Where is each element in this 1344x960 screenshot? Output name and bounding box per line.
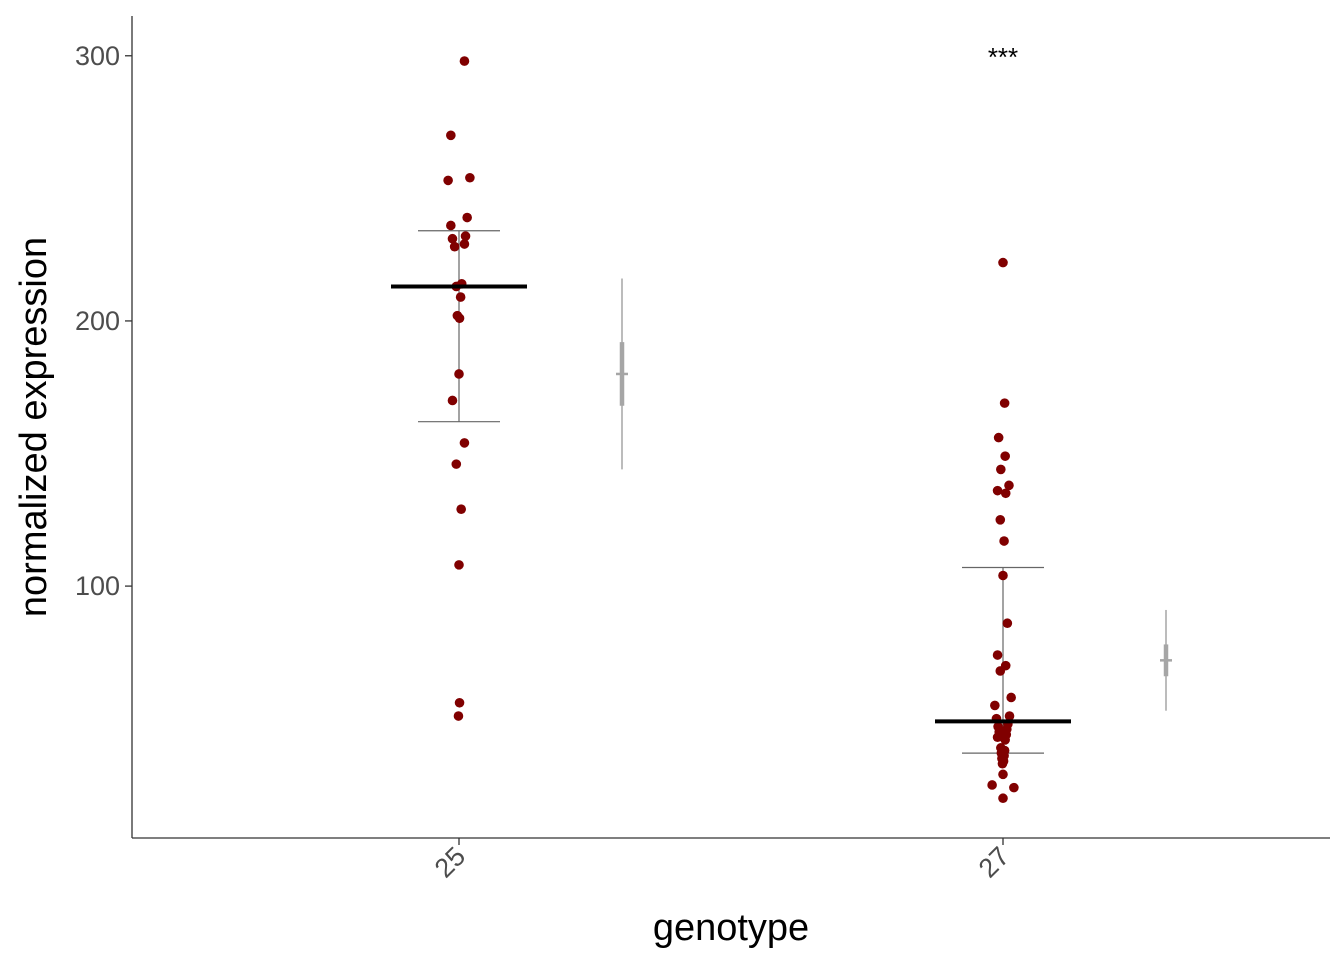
data-point — [993, 432, 1004, 443]
significance-label: *** — [988, 42, 1018, 72]
axes: 100 200 300 25 27 — [75, 16, 1330, 883]
data-point — [999, 398, 1010, 408]
data-point — [451, 459, 462, 469]
data-point — [1006, 692, 1016, 703]
series-27 — [935, 257, 1172, 804]
y-tick-label: 100 — [75, 571, 120, 601]
data-point — [455, 292, 466, 302]
data-point — [992, 485, 1003, 496]
data-point — [465, 172, 475, 183]
data-point — [998, 257, 1008, 268]
data-point — [460, 231, 471, 241]
data-point — [454, 369, 464, 379]
data-point — [996, 464, 1006, 475]
data-point — [459, 239, 470, 249]
data-point — [446, 130, 456, 141]
data-point — [1009, 782, 1019, 793]
data-point — [1000, 451, 1010, 461]
y-tick-label: 200 — [75, 306, 120, 336]
data-point — [995, 666, 1006, 676]
data-point — [997, 758, 1008, 769]
data-point — [453, 711, 464, 721]
y-tick-label: 300 — [75, 41, 120, 71]
data-point — [459, 438, 470, 448]
data-point — [447, 233, 458, 244]
data-point — [454, 560, 464, 570]
data-point — [992, 650, 1003, 660]
data-point — [1002, 618, 1013, 629]
data-point — [1000, 735, 1010, 745]
x-tick-label: 25 — [429, 841, 471, 883]
plot-area: *** — [391, 42, 1172, 804]
data-point — [998, 570, 1008, 581]
data-point — [998, 769, 1008, 780]
data-point — [987, 780, 997, 790]
data-point — [999, 536, 1009, 546]
errorbar-27 — [962, 566, 1044, 754]
interval-25 — [616, 278, 628, 470]
data-point — [995, 515, 1006, 525]
data-point — [447, 395, 458, 406]
x-axis-title: genotype — [653, 907, 809, 949]
errorbar-25 — [418, 230, 500, 423]
data-point — [1004, 480, 1014, 491]
data-point — [446, 220, 456, 231]
data-point — [992, 732, 1003, 743]
data-point — [1000, 488, 1011, 499]
interval-27 — [1160, 609, 1172, 711]
x-tick-label: 27 — [973, 841, 1015, 883]
data-point — [449, 241, 460, 252]
y-axis-title: normalized expression — [13, 237, 55, 617]
data-point — [462, 212, 472, 223]
data-point — [443, 175, 453, 186]
data-point — [1004, 711, 1015, 721]
data-point — [990, 700, 1000, 711]
series-25 — [391, 56, 628, 721]
data-point — [454, 697, 465, 708]
data-point — [459, 56, 470, 66]
data-point — [456, 504, 466, 514]
data-point — [998, 793, 1008, 804]
data-point — [454, 313, 465, 324]
